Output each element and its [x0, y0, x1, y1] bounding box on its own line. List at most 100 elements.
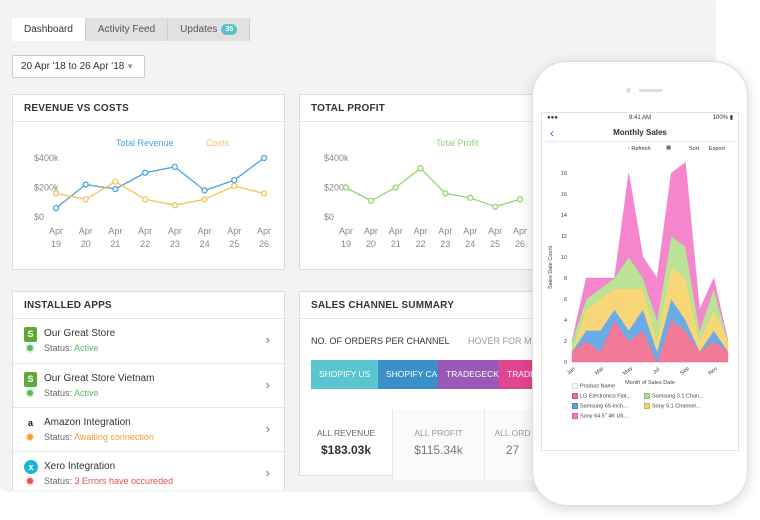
y-tick-label: 4: [564, 318, 567, 324]
series-line: [55, 180, 265, 206]
x-tick-label: Apr: [79, 226, 93, 236]
data-point: [231, 182, 238, 190]
app-name: Our Great Store: [44, 328, 116, 339]
data-point: [112, 185, 119, 193]
status-label: Status:: [44, 432, 73, 442]
x-tick-label: 22: [140, 239, 150, 249]
date-range-picker[interactable]: 20 Apr '18 to 26 Apr '18 ▼: [12, 55, 145, 78]
tab-activity-feed[interactable]: Activity Feed: [85, 18, 169, 41]
x-axis-label: Month of Sales Date: [625, 380, 675, 386]
legend-item[interactable]: Sony 64.5" 4K Ult...: [572, 413, 652, 420]
app-row[interactable]: S Our Great Store Vietnam Status: Active ›: [13, 363, 284, 407]
channel-shopify-ca[interactable]: SHOPIFY CA: [378, 360, 438, 389]
channel-tradegecko[interactable]: TRADEGECKO: [438, 360, 499, 389]
total-profit-chart: $400k $200k $0 Apr 19 Apr 20 Apr 21 Apr 22 Apr 23 Apr…: [324, 138, 527, 249]
app-status: Status: 3 Errors have occureded: [44, 476, 173, 486]
legend-checkbox[interactable]: [572, 383, 578, 389]
data-point: [367, 197, 375, 204]
metric-value: $115.34k: [414, 443, 463, 457]
x-tick-label: 23: [440, 239, 450, 249]
x-tick-label: 21: [110, 239, 120, 249]
status-dot: [27, 478, 33, 484]
legend-item[interactable]: Samsung 65-Inch...: [572, 403, 652, 410]
legend-item[interactable]: LG Electronics Flat...: [572, 393, 652, 400]
chevron-right-icon[interactable]: ›: [265, 332, 270, 347]
status-value: Awaiting connection: [74, 432, 154, 442]
chevron-down-icon: ▼: [126, 62, 134, 71]
status-dot: [27, 390, 33, 396]
status-value: Active: [74, 343, 99, 353]
x-tick-label: 21: [391, 239, 401, 249]
x-tick-label: Apr: [168, 226, 182, 236]
chevron-right-icon[interactable]: ›: [265, 421, 270, 436]
channel-shopify-us[interactable]: SHOPIFY US: [311, 360, 378, 389]
app-row[interactable]: x Xero Integration Status: 3 Errors have o…: [13, 451, 284, 490]
x-tick-label: Apr: [339, 226, 353, 236]
metric-label: ALL ORD: [494, 428, 531, 438]
legend-item[interactable]: Samsung 3.1 Chan...: [644, 393, 724, 400]
legend-label: Samsung 3.1 Chan...: [652, 393, 704, 400]
legend-items: LG Electronics Flat... Samsung 3.1 Chan..…: [572, 393, 732, 423]
x-tick-label: Apr: [198, 226, 212, 236]
tab-updates[interactable]: Updates 35: [168, 18, 251, 41]
monthly-sales-chart: 0 2 4 6 8 10 12 14 16 18 Sales Date Count Jan Mar May…: [548, 162, 729, 386]
x-tick-label: 25: [490, 239, 500, 249]
x-tick-label: Apr: [463, 226, 477, 236]
app-row[interactable]: a Amazon Integration Status: Awaiting conn…: [13, 407, 284, 451]
area-series: [571, 162, 729, 342]
data-point: [417, 165, 424, 172]
x-tick-label: Sep: [679, 366, 690, 377]
x-tick-label: Apr: [49, 226, 63, 236]
sort-button[interactable]: Sort: [689, 146, 700, 152]
data-point: [201, 196, 208, 203]
chart-legend: Product Name LG Electronics Flat... Samsu…: [572, 383, 732, 423]
legend-title: Product Name: [572, 383, 732, 389]
x-tick-label: 19: [51, 239, 61, 249]
y-tick-label: 14: [561, 213, 567, 219]
phone-camera: [626, 88, 631, 93]
data-point: [342, 184, 350, 191]
data-point: [52, 205, 60, 212]
data-point: [392, 184, 399, 191]
app-row[interactable]: S Our Great Store Status: Active ›: [13, 319, 284, 363]
x-tick-label: 20: [81, 239, 91, 249]
chevron-right-icon[interactable]: ›: [265, 377, 270, 392]
status-label: Status:: [44, 343, 73, 353]
x-tick-label: Nov: [708, 366, 720, 377]
x-tick-label: Apr: [227, 226, 241, 236]
x-tick-label: Apr: [414, 226, 428, 236]
legend-swatch: [572, 413, 578, 420]
battery-indicator: 100% ▮: [712, 115, 733, 121]
legend-swatch: [572, 393, 578, 400]
chevron-right-icon[interactable]: ›: [265, 465, 270, 480]
export-button[interactable]: Export: [709, 146, 725, 152]
xero-icon: x: [24, 460, 38, 474]
orders-per-channel-label: NO. OF ORDERS PER CHANNEL: [311, 336, 450, 346]
hover-hint: HOVER FOR MOR: [468, 336, 546, 346]
x-tick-label: 19: [341, 239, 351, 249]
refresh-button[interactable]: › Refresh: [628, 146, 651, 152]
data-point: [141, 169, 149, 176]
revenue-costs-card: REVENUE VS COSTS $400k $200k $0 Apr 19 Apr 20 A…: [12, 94, 285, 270]
legend-item[interactable]: Sony 5.1 Channel...: [644, 403, 724, 410]
tab-dashboard[interactable]: Dashboard: [12, 18, 86, 41]
x-tick-label: 26: [515, 239, 525, 249]
y-tick-label: 2: [564, 339, 567, 345]
updates-count-badge: 35: [221, 23, 238, 35]
legend-swatch: [572, 403, 578, 410]
amazon-icon: a: [24, 416, 37, 431]
chart-type-icon[interactable]: ▦: [666, 145, 672, 151]
x-tick-label: 25: [229, 239, 239, 249]
x-tick-label: 20: [366, 239, 376, 249]
y-tick-label: 16: [561, 192, 567, 198]
metric-label: ALL PROFIT: [414, 428, 463, 438]
data-point: [260, 190, 268, 197]
legend-title-text: Product Name: [580, 383, 616, 390]
app-status: Status: Awaiting connection: [44, 432, 154, 442]
x-tick-label: 22: [416, 239, 426, 249]
metric-all-orders: ALL ORD 27: [484, 410, 540, 480]
back-chevron-icon[interactable]: ‹: [550, 126, 554, 140]
y-tick-label: 18: [561, 171, 567, 177]
x-tick-label: Jan: [566, 366, 577, 376]
legend-label: Total Revenue: [116, 138, 174, 148]
